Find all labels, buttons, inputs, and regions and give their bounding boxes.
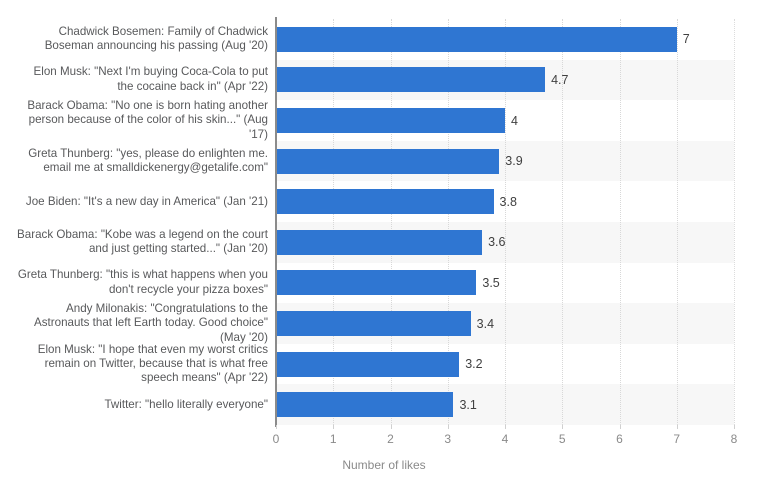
gridline [676, 19, 678, 425]
bar-value-label: 3.8 [499, 194, 517, 209]
gridline [734, 19, 735, 425]
gridline [562, 19, 564, 425]
category-label: Barack Obama: "Kobe was a legend on the … [17, 227, 268, 256]
bar[interactable] [276, 26, 677, 52]
bar-value-label: 4 [511, 113, 518, 128]
bar[interactable] [276, 229, 483, 255]
bar[interactable] [276, 108, 505, 133]
x-tick-label: 4 [501, 432, 509, 446]
bar-value-label: 3.2 [465, 357, 483, 372]
bar-value-label: 7 [682, 32, 690, 47]
gridline [333, 19, 335, 425]
x-axis-title: Number of likes [342, 458, 426, 472]
x-tick-label: 2 [387, 432, 394, 446]
x-tick-label: 3 [444, 432, 452, 446]
x-tick-label: 5 [558, 432, 566, 446]
gridline [447, 19, 449, 425]
x-tick-mark [447, 425, 449, 429]
x-tick-mark [619, 425, 621, 429]
bar[interactable] [276, 270, 477, 296]
gridline [619, 19, 621, 425]
plot-area [276, 19, 735, 425]
bar-value-label: 3.5 [482, 275, 500, 290]
x-tick-mark [676, 425, 678, 429]
gridline [390, 19, 392, 425]
y-axis-line [275, 17, 277, 427]
category-label: Chadwick Bosemen: Family of Chadwick Bos… [44, 24, 268, 53]
category-label: Joe Biden: "It's a new day in America" (… [25, 194, 268, 208]
x-tick-mark [505, 425, 506, 429]
bar[interactable] [276, 67, 546, 93]
x-tick-label: 1 [329, 432, 337, 446]
bar[interactable] [276, 311, 471, 336]
category-label: Andy Milonakis: "Congratulations to the … [34, 302, 268, 344]
x-tick-mark [390, 425, 392, 429]
x-tick-mark [276, 425, 277, 429]
gridline [505, 19, 506, 425]
category-label: Twitter: "hello literally everyone" [104, 397, 268, 411]
bar[interactable] [276, 148, 500, 174]
bar[interactable] [276, 392, 454, 418]
category-label: Elon Musk: "I hope that even my worst cr… [37, 342, 268, 385]
x-tick-label: 8 [730, 432, 738, 446]
x-tick-label: 0 [272, 432, 280, 446]
category-label: Greta Thunberg: "yes, please do enlighte… [28, 146, 268, 174]
category-label: Elon Musk: "Next I'm buying Coca-Cola to… [33, 65, 268, 93]
bar[interactable] [276, 351, 460, 377]
category-label: Greta Thunberg: "this is what happens wh… [17, 268, 268, 296]
category-label: Barack Obama: "No one is born hating ano… [27, 99, 268, 141]
bar-value-label: 3.9 [505, 154, 523, 169]
x-tick-mark [562, 425, 564, 429]
bar-value-label: 3.6 [488, 235, 506, 250]
x-tick-mark [734, 425, 735, 429]
bar-value-label: 4.7 [551, 72, 569, 87]
bar-value-label: 3.4 [476, 316, 495, 331]
bar-value-label: 3.1 [459, 397, 477, 412]
x-tick-mark [333, 425, 335, 429]
x-tick-label: 6 [616, 432, 623, 446]
bar[interactable] [276, 189, 494, 215]
x-tick-label: 7 [673, 432, 681, 446]
